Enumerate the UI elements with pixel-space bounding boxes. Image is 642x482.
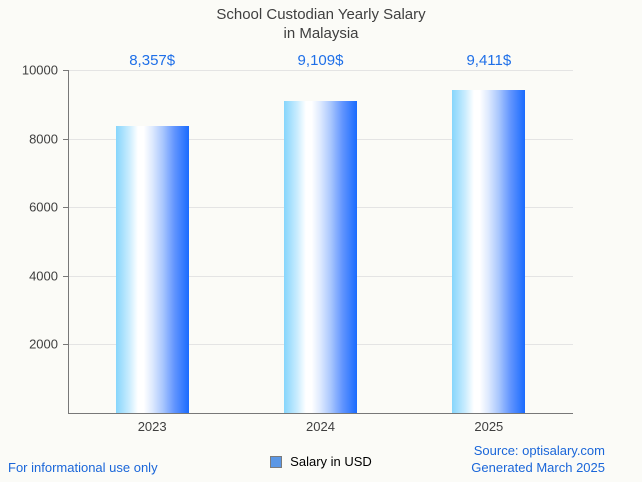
legend-label: Salary in USD (290, 454, 372, 469)
value-label-2024: 9,109$ (297, 52, 344, 69)
y-tick-label-10000: 10000 (21, 62, 58, 78)
bar-2023 (115, 126, 189, 413)
bar-2024 (284, 100, 357, 413)
x-tick-label-2023: 2023 (137, 419, 167, 434)
y-tick-mark-8000 (63, 138, 68, 140)
disclaimer-text: For informational use only (8, 460, 158, 475)
value-label-2023: 8,357$ (129, 52, 176, 69)
gridline-10000 (68, 70, 573, 71)
source-block: Source: optisalary.com Generated March 2… (471, 442, 605, 476)
y-tick-label-6000: 6000 (29, 199, 58, 215)
y-tick-mark-2000 (63, 344, 68, 346)
legend-swatch-blue-square-icon (270, 455, 283, 468)
y-tick-mark-6000 (63, 207, 68, 209)
chart-title: School Custodian Yearly Salary in Malays… (216, 6, 426, 42)
x-tick-label-2024: 2024 (306, 419, 335, 434)
x-axis-line (68, 413, 573, 414)
y-tick-label-2000: 2000 (29, 336, 58, 352)
legend: Salary in USD (0, 454, 642, 469)
bar-2025 (452, 90, 526, 413)
y-tick-mark-10000 (63, 70, 68, 71)
source-link[interactable]: Source: optisalary.com (473, 443, 605, 458)
y-axis-line (68, 70, 69, 413)
y-tick-label-4000: 4000 (29, 268, 58, 284)
x-tick-label-2025: 2025 (474, 419, 504, 434)
value-label-2025: 9,411$ (466, 52, 512, 69)
y-tick-label-8000: 8000 (29, 131, 58, 147)
y-tick-mark-4000 (63, 275, 68, 277)
generated-date: Generated March 2025 (471, 460, 605, 475)
